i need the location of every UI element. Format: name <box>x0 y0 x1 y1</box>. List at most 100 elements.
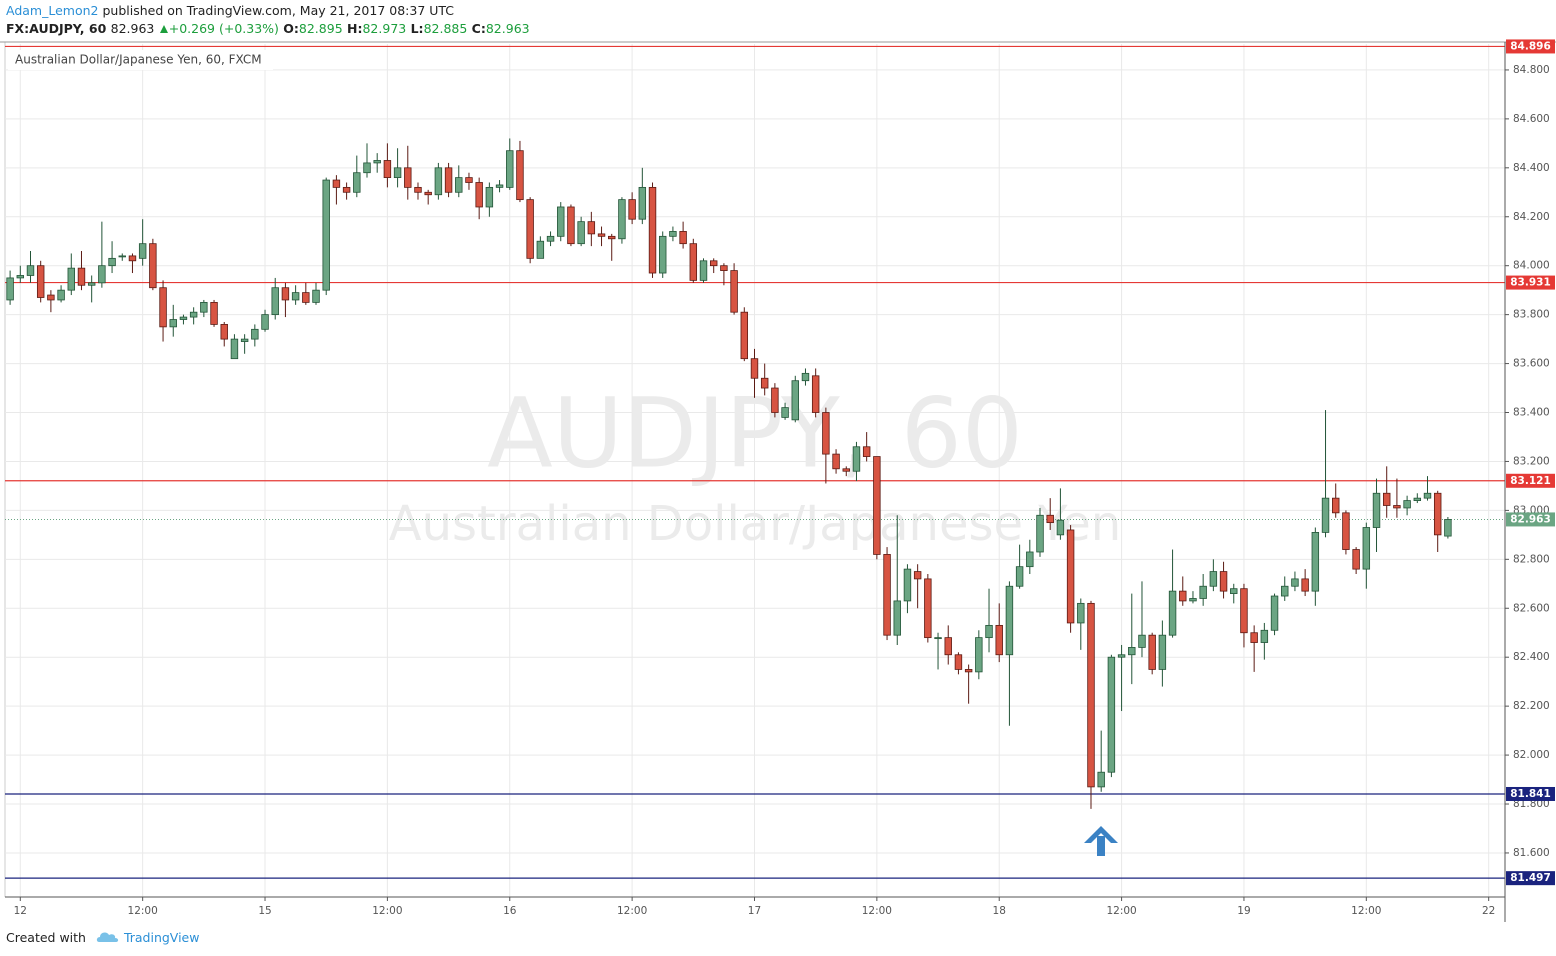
candle-body <box>261 314 269 330</box>
candle-body <box>597 233 606 237</box>
price-tag <box>1506 39 1555 54</box>
candle-body <box>1240 588 1248 634</box>
candle-body <box>934 637 942 640</box>
footer: Created with TradingView <box>6 930 199 945</box>
y-tick-label: 83.400 <box>1513 407 1550 419</box>
high-label: H: <box>347 21 363 36</box>
published: published on TradingView.com, May 21, 20… <box>102 3 455 18</box>
candle-body <box>1219 571 1228 592</box>
candle-body <box>1444 519 1452 537</box>
candle-body <box>1342 512 1350 550</box>
candle-body <box>577 221 585 245</box>
y-tick-label: 82.800 <box>1513 553 1550 565</box>
watermark: AUDJPY, 60 <box>487 377 1023 489</box>
candle-body <box>189 311 198 318</box>
y-tick-label: 84.800 <box>1513 64 1550 76</box>
candle-body <box>1087 602 1095 788</box>
x-tick-label: 15 <box>258 905 271 917</box>
candle-body <box>1281 585 1289 597</box>
candle-body <box>659 235 667 274</box>
candle-body <box>1403 500 1411 509</box>
legend-bg <box>8 50 273 70</box>
candle-body <box>169 319 177 328</box>
x-tick-label: 12:00 <box>862 905 892 917</box>
y-tick-label: 82.200 <box>1513 700 1550 712</box>
candle-body <box>842 468 850 472</box>
candle-body <box>138 243 147 259</box>
candle-body <box>720 265 728 271</box>
close: 82.963 <box>485 21 530 36</box>
candle-body <box>1291 578 1299 587</box>
y-tick-label: 84.600 <box>1513 113 1550 125</box>
candle-body <box>944 637 952 656</box>
candle-body <box>118 255 126 258</box>
x-tick-label: 12:00 <box>128 905 158 917</box>
candle-body <box>251 328 259 340</box>
candle-body <box>332 179 341 188</box>
candle-body <box>1413 497 1422 501</box>
candle-body <box>740 311 749 360</box>
candle-body <box>424 191 432 196</box>
candle-body <box>873 456 881 555</box>
candle-body <box>1168 590 1177 636</box>
levels <box>5 45 1505 879</box>
candle-body <box>1036 514 1044 553</box>
candle-body <box>1372 492 1381 528</box>
candle-body <box>811 375 820 413</box>
candle-body <box>36 265 45 298</box>
candle-body <box>495 184 504 188</box>
candle-body <box>434 167 443 196</box>
candle-body <box>771 387 779 413</box>
publish-line: Adam_Lemon2 published on TradingView.com… <box>6 3 454 18</box>
candle-body <box>465 177 473 183</box>
candle-body <box>954 654 963 670</box>
user-link[interactable]: Adam_Lemon2 <box>6 3 99 18</box>
candle-body <box>1209 571 1218 587</box>
candle-body <box>669 231 677 237</box>
candle-body <box>822 412 830 455</box>
price-tag <box>1506 871 1555 886</box>
candle-body <box>1026 551 1034 568</box>
candle-body <box>373 160 381 164</box>
candle-body <box>128 255 137 262</box>
brand-link[interactable]: TradingView <box>123 930 200 945</box>
price-tag-label: 82.963 <box>1510 513 1551 525</box>
candle-body <box>1423 492 1432 499</box>
candle-body <box>628 199 636 220</box>
price-tag <box>1506 786 1555 801</box>
candle-body <box>200 301 208 313</box>
candle-body <box>1015 566 1024 587</box>
x-tick-label: 12:00 <box>617 905 647 917</box>
candle-body <box>1128 647 1136 656</box>
x-tick-label: 12:00 <box>1106 905 1136 917</box>
candle-body <box>77 267 86 286</box>
candle-body <box>689 243 698 281</box>
candle-body <box>47 294 55 301</box>
x-tick-label: 22 <box>1482 905 1495 917</box>
x-tick-label: 17 <box>748 905 761 917</box>
candle-body <box>1005 585 1014 656</box>
candle-body <box>1046 514 1054 524</box>
candle-body <box>6 277 14 301</box>
candle-body <box>781 407 789 418</box>
candle-body <box>108 257 116 267</box>
candle-body <box>98 265 106 284</box>
y-tick-label: 81.800 <box>1513 798 1550 810</box>
chart: AUDJPY, 60 Australian Dollar/Japanese Ye… <box>0 39 1556 922</box>
high: 82.973 <box>362 21 407 36</box>
candle-body <box>883 554 891 636</box>
candle-body <box>1311 532 1320 592</box>
candle-body <box>679 231 687 245</box>
candle-body <box>862 446 871 457</box>
candle-body <box>342 186 351 193</box>
candle-body <box>1321 497 1330 533</box>
candle-body <box>516 150 524 201</box>
x-tick-label: 12:00 <box>372 905 402 917</box>
candle-body <box>475 182 483 208</box>
candle-body <box>1097 771 1105 788</box>
price-tag <box>1506 275 1555 290</box>
price-tag <box>1506 512 1555 527</box>
candle-body <box>852 446 861 472</box>
candle-body <box>455 177 463 193</box>
